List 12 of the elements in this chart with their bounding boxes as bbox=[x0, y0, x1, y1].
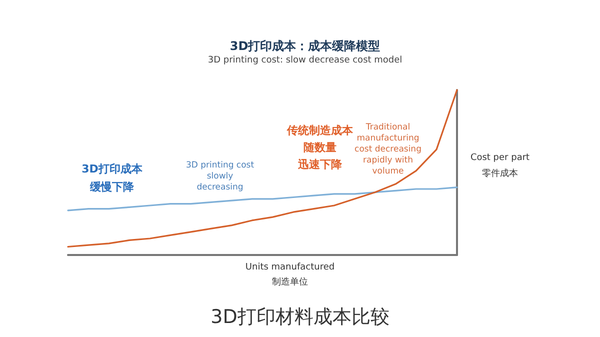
annotation: 缓慢下降 bbox=[89, 180, 135, 194]
x-axis-title: Units manufactured 制造单位 bbox=[245, 262, 335, 288]
chart-title: 3D打印成本：成本缓降模型 bbox=[230, 39, 380, 53]
annotation: 随数量 bbox=[304, 141, 336, 154]
annotation: 3D printing cost slowly decreasing bbox=[186, 160, 255, 192]
annotation: 3D打印成本 bbox=[82, 162, 144, 176]
annotation: Traditional manufacturing cost decreasing rapidly with volume bbox=[354, 122, 422, 176]
annotation: 传统制造成本 bbox=[286, 124, 354, 137]
text: 3D打印材料成本比较 bbox=[210, 306, 390, 328]
y-axis-title: Cost per part 零件成本 bbox=[470, 153, 530, 179]
annotation: 迅速下降 bbox=[297, 158, 343, 171]
chart-subtitle: 3D printing cost: slow decrease cost model bbox=[208, 56, 402, 66]
